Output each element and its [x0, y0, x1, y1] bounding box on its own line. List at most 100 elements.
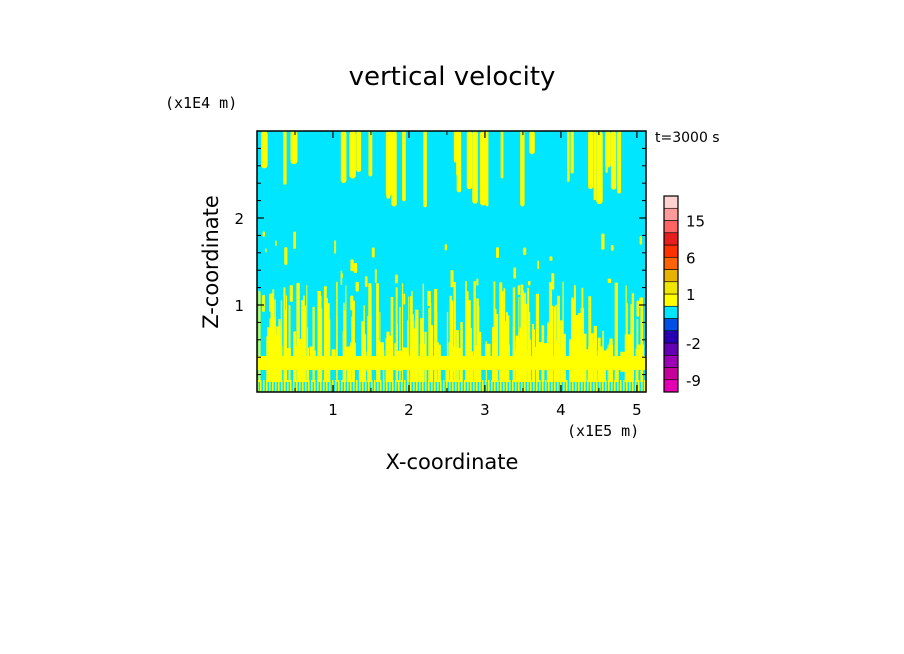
boundary-bump	[347, 350, 352, 371]
surface-stripe	[623, 380, 625, 392]
upper-plume	[283, 131, 287, 185]
surface-stripe	[311, 380, 313, 392]
colorbar-tick-label: 1	[686, 286, 696, 304]
surface-stripe	[377, 380, 379, 392]
surface-stripe	[386, 380, 388, 392]
surface-stripe	[530, 380, 532, 392]
boundary-bump	[312, 350, 316, 371]
surface-stripe	[581, 380, 583, 392]
mid-speck	[394, 274, 398, 284]
x-tick-label: 3	[480, 401, 490, 419]
mid-speck	[607, 278, 612, 284]
lower-streak	[361, 321, 364, 382]
lower-streak	[465, 281, 467, 382]
surface-stripe	[440, 380, 442, 392]
boundary-bump	[452, 349, 458, 370]
boundary-bump	[296, 344, 302, 365]
surface-stripe	[539, 380, 541, 392]
lower-streak	[352, 300, 355, 382]
boundary-bump	[394, 343, 398, 364]
surface-stripe	[455, 380, 457, 392]
x-tick-label: 4	[556, 401, 566, 419]
boundary-bump	[602, 350, 607, 371]
boundary-bump	[285, 348, 291, 369]
surface-stripe	[467, 380, 469, 392]
boundary-bump	[581, 348, 585, 369]
lower-streak	[376, 283, 379, 382]
upper-plume	[617, 131, 622, 194]
boundary-bump	[512, 350, 519, 371]
lower-streak	[323, 286, 327, 382]
upper-plume	[529, 131, 535, 155]
surface-stripe	[614, 380, 616, 392]
mid-speck	[610, 244, 614, 251]
mid-speck	[264, 248, 267, 253]
boundary-bump	[280, 345, 283, 366]
surface-stripe	[287, 380, 289, 392]
surface-stripe	[383, 380, 385, 392]
upper-plume	[596, 131, 603, 205]
surface-stripe	[452, 380, 454, 392]
upper-plume	[456, 131, 462, 193]
boundary-bump	[538, 342, 543, 363]
surface-stripe	[563, 380, 565, 392]
lower-streak	[303, 313, 305, 382]
surface-stripe	[644, 380, 646, 392]
lower-streak	[336, 281, 338, 382]
surface-stripe	[566, 380, 568, 392]
upper-plume	[570, 131, 574, 174]
x-axis-label: X-coordinate	[386, 450, 519, 474]
lower-streak	[395, 287, 398, 382]
upper-plume	[356, 131, 362, 173]
y-tick-label: 1	[234, 297, 244, 315]
surface-stripe	[548, 380, 550, 392]
lower-streak	[625, 285, 627, 382]
y-axis-label: Z-coordinate	[199, 195, 223, 329]
surface-stripe	[542, 380, 544, 392]
surface-stripe	[317, 380, 319, 392]
colorbar-segment	[663, 342, 679, 356]
surface-stripe	[422, 380, 424, 392]
surface-stripe	[473, 380, 475, 392]
mid-speck	[450, 270, 454, 288]
x-tick-label: 2	[404, 401, 414, 419]
surface-stripe	[524, 380, 526, 392]
mid-speck	[513, 267, 517, 279]
lower-streak	[368, 313, 372, 382]
upper-plume	[500, 131, 504, 179]
upper-plume	[340, 131, 347, 183]
surface-stripe	[335, 380, 337, 392]
surface-stripe	[392, 380, 394, 392]
colorbar-tick-label: -9	[686, 372, 701, 390]
surface-stripe	[521, 380, 523, 392]
upper-plume	[605, 131, 611, 168]
boundary-bump	[589, 342, 595, 363]
mid-speck	[639, 236, 642, 245]
lower-streak	[302, 305, 306, 382]
surface-stripe	[320, 380, 322, 392]
surface-stripe	[407, 380, 409, 392]
boundary-bump	[542, 345, 547, 366]
surface-stripe	[545, 380, 547, 392]
lower-streak	[428, 308, 430, 382]
lower-streak	[614, 282, 618, 382]
mid-speck	[601, 233, 605, 250]
mid-speck	[537, 260, 540, 269]
mid-speck	[551, 273, 555, 290]
colorbar-segment	[663, 281, 679, 295]
lower-streak	[418, 358, 422, 382]
surface-stripe	[341, 380, 343, 392]
surface-stripe	[353, 380, 355, 392]
lower-streak	[446, 311, 449, 382]
surface-stripe	[416, 380, 418, 392]
y-scale-note: (x1E4 m)	[165, 94, 237, 112]
surface-stripe	[491, 380, 493, 392]
boundary-bump	[526, 350, 530, 371]
mid-speck	[427, 290, 431, 307]
colorbar-segment	[663, 318, 679, 332]
y-axis-ticks: 12	[234, 147, 646, 376]
surface-stripe	[464, 380, 466, 392]
surface-stripe	[398, 380, 400, 392]
